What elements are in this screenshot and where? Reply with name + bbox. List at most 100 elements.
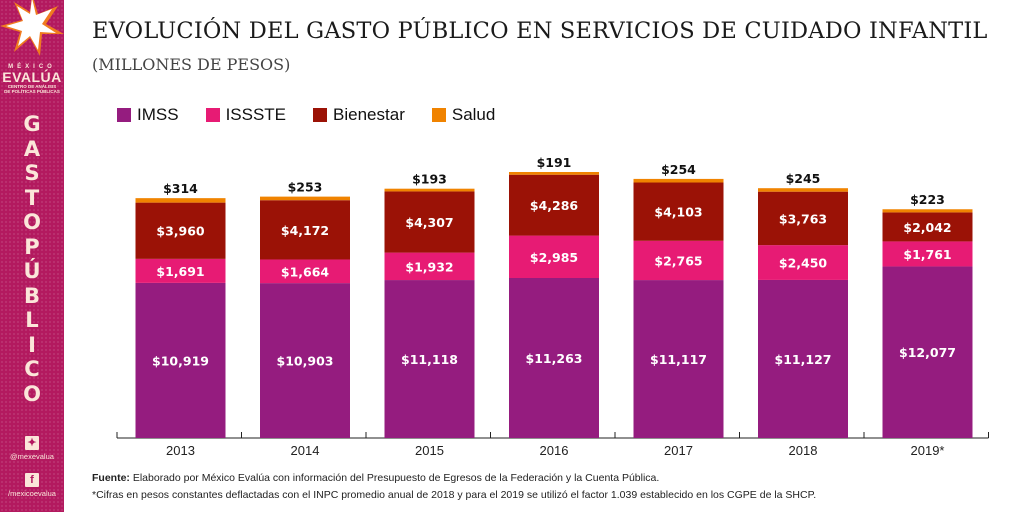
data-label: $3,763	[779, 211, 827, 226]
chart-subtitle: (MILLONES DE PESOS)	[92, 55, 291, 74]
data-label: $314	[163, 181, 198, 196]
data-label: $11,118	[401, 352, 458, 367]
vertical-letter: O	[23, 381, 41, 406]
bar-segment-issste	[758, 245, 848, 280]
legend: IMSS ISSSTE Bienestar Salud	[117, 105, 522, 125]
bar-segment-imss	[509, 278, 599, 438]
footnote: *Cifras en pesos constantes deflactadas …	[92, 489, 817, 501]
legend-item-issste: ISSSTE	[205, 105, 287, 125]
brand-logo: MÉXICO EVALÚA CENTRO DE ANÁLISIS DE POLÍ…	[0, 64, 64, 94]
data-label: $4,103	[654, 205, 702, 220]
vertical-letter: L	[25, 308, 39, 332]
bar-segment-salud	[135, 198, 226, 203]
legend-label: Bienestar	[333, 105, 405, 124]
data-label: $4,172	[281, 223, 329, 238]
twitter-link[interactable]: ✦ @mexevalua	[0, 436, 64, 461]
brand-sub-1: CENTRO DE ANÁLISIS	[7, 84, 57, 89]
chart-title: EVOLUCIÓN DEL GASTO PÚBLICO EN SERVICIOS…	[92, 18, 988, 44]
vertical-letter: I	[28, 332, 36, 357]
data-label: $4,286	[530, 198, 579, 213]
sidebar: MÉXICO EVALÚA CENTRO DE ANÁLISIS DE POLÍ…	[0, 0, 64, 512]
logo-star-icon	[0, 0, 64, 56]
data-label: $1,664	[281, 264, 330, 279]
x-tick-label: 2018	[789, 443, 818, 458]
facebook-handle: /mexicoevalua	[8, 489, 56, 498]
bar-segment-imss	[758, 279, 848, 438]
bar-segment-salud	[509, 172, 599, 175]
bar-segment-salud	[633, 178, 724, 183]
legend-label: IMSS	[137, 105, 179, 124]
data-label: $1,691	[156, 264, 204, 279]
x-tick-label: 2017	[664, 443, 693, 458]
source-label: Fuente:	[92, 472, 130, 484]
bar-segment-issste	[260, 259, 350, 284]
bar-segment-salud	[758, 188, 848, 192]
x-tick-label: 2015	[415, 443, 444, 458]
facebook-icon: f	[25, 473, 39, 487]
data-label: $253	[288, 180, 323, 195]
data-label: $2,450	[779, 256, 828, 271]
data-label: $2,042	[903, 220, 951, 235]
bar-segment-imss	[633, 280, 724, 438]
bar-segment-imss	[135, 282, 226, 438]
legend-item-imss: IMSS	[117, 105, 179, 125]
twitter-icon: ✦	[25, 436, 39, 450]
data-label: $1,932	[405, 259, 453, 274]
twitter-handle: @mexevalua	[10, 452, 54, 461]
vertical-letter: P	[24, 234, 40, 259]
data-label: $4,307	[405, 215, 453, 230]
data-label: $2,985	[530, 250, 578, 265]
bar-segment-imss	[260, 283, 350, 438]
bar-segment-issste	[509, 235, 599, 279]
data-label: $11,263	[526, 351, 583, 366]
facebook-link[interactable]: f /mexicoevalua	[0, 473, 64, 498]
legend-item-bienestar: Bienestar	[313, 105, 405, 125]
brand-name: EVALÚA	[2, 69, 62, 85]
data-label: $193	[412, 172, 447, 187]
vertical-letter: O	[23, 210, 41, 234]
bar-segment-bienestar	[633, 182, 724, 241]
brand-top: MÉXICO	[8, 64, 56, 70]
bar-segment-issste	[384, 252, 475, 281]
x-tick-label: 2013	[166, 443, 195, 458]
legend-swatch-salud	[431, 108, 446, 122]
vertical-letter: G	[23, 112, 41, 136]
data-label: $223	[910, 192, 945, 207]
bar-segment-salud	[260, 196, 350, 201]
vertical-letter: S	[24, 161, 40, 185]
legend-label: Salud	[451, 105, 496, 124]
bar-segment-bienestar	[882, 212, 973, 242]
bar-segment-bienestar	[758, 191, 848, 246]
source-text: Elaborado por México Evalúa con informac…	[129, 472, 660, 484]
vertical-letter: B	[23, 283, 40, 308]
data-label: $191	[537, 155, 572, 170]
bar-segment-bienestar	[384, 191, 475, 253]
legend-swatch-bienestar	[313, 108, 328, 122]
x-tick-label: 2019*	[911, 443, 945, 458]
vertical-letter: A	[23, 136, 41, 161]
brand-sub-2: DE POLÍTICAS PÚBLICAS	[4, 89, 60, 94]
bar-segment-issste	[882, 241, 973, 267]
bar-segment-imss	[882, 266, 973, 438]
vertical-letter: Ú	[23, 259, 41, 283]
data-label: $245	[786, 171, 821, 186]
x-tick-label: 2014	[291, 443, 320, 458]
bar-segment-issste	[633, 240, 724, 281]
data-label: $3,960	[156, 224, 205, 239]
data-label: $2,765	[654, 253, 702, 268]
data-label: $10,903	[277, 354, 334, 369]
vertical-letter: T	[24, 185, 40, 210]
data-label: $12,077	[899, 345, 956, 360]
vertical-letter: C	[24, 357, 40, 381]
legend-swatch-imss	[117, 108, 131, 122]
legend-label: ISSSTE	[225, 105, 287, 124]
bar-segment-salud	[384, 188, 475, 192]
bar-segment-issste	[135, 258, 226, 283]
data-label: $254	[661, 162, 696, 177]
legend-item-salud: Salud	[431, 105, 496, 125]
bar-segment-bienestar	[260, 200, 350, 260]
x-tick-label: 2016	[540, 443, 569, 458]
source-line: Fuente: Elaborado por México Evalúa con …	[92, 470, 816, 487]
bar-segment-salud	[882, 209, 973, 213]
